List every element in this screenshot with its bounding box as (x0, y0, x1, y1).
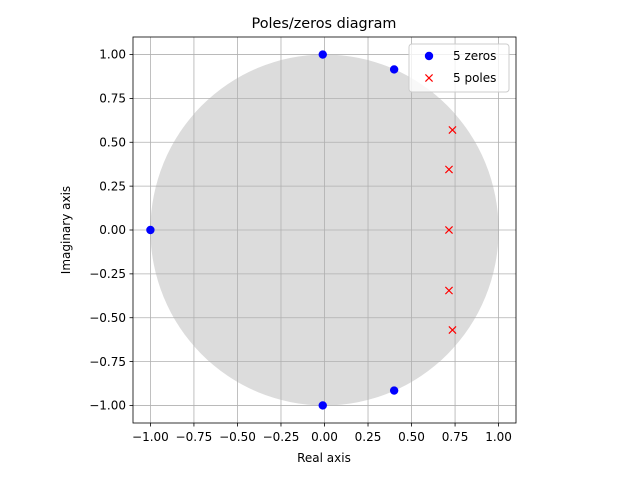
y-axis-title: Imaginary axis (59, 186, 73, 274)
x-tick-label: 0.00 (311, 430, 338, 444)
pole-marker (448, 125, 457, 135)
x-tick-label: −0.50 (219, 430, 256, 444)
pole-marker (444, 165, 453, 174)
y-tick-label: 0.50 (99, 135, 126, 149)
pole-marker (448, 325, 457, 335)
legend-pole-marker (424, 73, 434, 83)
x-axis-title: Real axis (297, 451, 351, 465)
plot-area: −1.00 −0.75 −0.50 −0.25 0.00 0.25 0.50 0.75 1.00… (89, 36, 517, 444)
y-tick-label: −0.75 (89, 355, 126, 369)
x-tick-label: −0.75 (176, 430, 213, 444)
pole-marker (444, 225, 453, 235)
y-tick-label: 0.00 (99, 223, 126, 237)
zero-marker (146, 225, 155, 235)
y-tick-label: −0.25 (89, 267, 126, 281)
x-tick-label: −0.25 (263, 430, 300, 444)
zero-marker (389, 386, 399, 395)
pole-marker (444, 286, 453, 295)
x-tick-label: 1.00 (485, 430, 512, 444)
legend-zero-marker (424, 51, 434, 61)
y-tick-label: 0.25 (99, 179, 126, 193)
x-tick-label: −1.00 (132, 430, 169, 444)
zero-marker (389, 65, 399, 74)
x-tick-label: 0.50 (398, 430, 425, 444)
legend-label: 5 zeros (453, 49, 496, 63)
x-tick-label: 0.75 (442, 430, 469, 444)
y-tick-label: −0.50 (89, 311, 126, 325)
zero-marker (318, 401, 327, 410)
y-tick-label: −1.00 (89, 399, 126, 413)
zero-marker (318, 50, 327, 59)
y-tick-label: 1.00 (99, 48, 126, 62)
legend-label: 5 poles (453, 71, 496, 85)
legend-box (408, 43, 510, 93)
x-tick-label: 0.25 (355, 430, 382, 444)
chart-title: Poles/zeros diagram (252, 16, 397, 32)
y-tick-label: 0.75 (99, 92, 126, 106)
